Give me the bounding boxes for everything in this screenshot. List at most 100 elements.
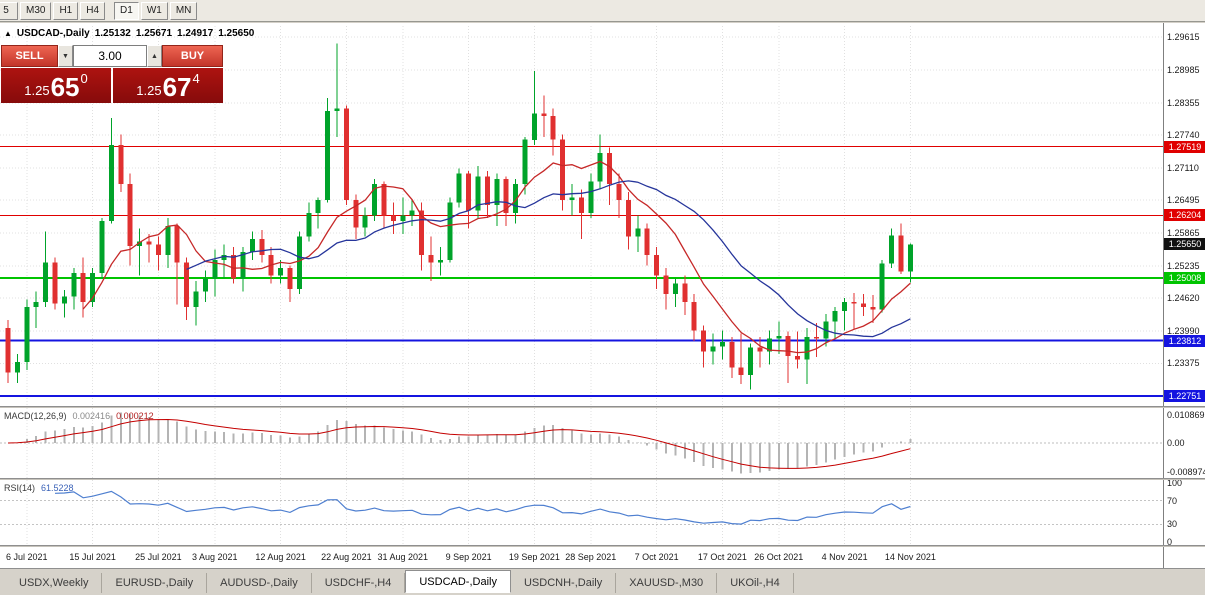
one-click-collapse-icon[interactable]: ▲ (4, 29, 12, 38)
plot-area: ▲ USDCAD-,Daily 1.25132 1.25671 1.24917 1.256… (0, 23, 1163, 568)
chart-tab-usdx-weekly[interactable]: USDX,Weekly (6, 573, 103, 593)
rsi-scale-label: 70 (1167, 495, 1178, 506)
date-label: 19 Sep 2021 (508, 552, 560, 562)
volume-decrease-spinner[interactable]: ▼ (58, 45, 73, 67)
sell-button[interactable]: SELL (1, 45, 58, 67)
level-price-tag[interactable]: 1.27519 (1164, 140, 1205, 153)
ohlc-close: 1.25650 (218, 28, 255, 39)
ma-fast-line (82, 160, 911, 354)
price-scale-label: 1.24620 (1167, 293, 1200, 304)
timeframe-button-w1[interactable]: W1 (140, 1, 168, 20)
macd-label: MACD(12,26,9) 0.002416 0.000212 (4, 411, 154, 421)
date-label: 15 Jul 2021 (69, 552, 116, 562)
date-label: 12 Aug 2021 (255, 552, 306, 562)
chevron-up-icon: ▲ (151, 52, 158, 60)
timeframe-button-d1[interactable]: D1 (114, 1, 139, 20)
chart-tab-audusd-daily[interactable]: AUDUSD-,Daily (207, 573, 312, 593)
level-price-tag[interactable]: 1.23812 (1164, 334, 1205, 347)
one-click-trading-widget: SELL ▼ ▲ BUY 1.25 65 0 1.25 67 4 (1, 45, 223, 103)
price-scale-label: 1.29615 (1167, 31, 1200, 42)
pane-separator[interactable] (0, 478, 1205, 480)
timeframe-button-m30[interactable]: M30 (20, 1, 52, 20)
macd-scale-max: 0.010869 (1167, 410, 1205, 420)
rsi-line (54, 490, 911, 525)
date-label: 14 Nov 2021 (884, 552, 936, 562)
rsi-scale-label: 30 (1167, 519, 1178, 530)
price-scale-label: 1.27740 (1167, 130, 1200, 141)
ohlc-open: 1.25132 (94, 28, 131, 39)
price-scale-label: 1.25865 (1167, 228, 1200, 239)
rsi-pane (0, 480, 1163, 545)
timeframe-toolbar: 5 M30 H1 H4 D1 W1 MN (0, 0, 1205, 22)
rsi-scale-label: 0 (1167, 537, 1173, 547)
chart-symbol-period: USDCAD-,Daily (16, 28, 90, 39)
volume-increase-spinner[interactable]: ▲ (147, 45, 162, 67)
date-label: 26 Oct 2021 (754, 552, 804, 562)
ohlc-high: 1.25671 (135, 28, 173, 39)
rsi-scale-label: 100 (1167, 478, 1183, 488)
bid-quote-panel: 1.25 65 0 (1, 68, 111, 103)
macd-main-value: 0.002416 (72, 411, 111, 421)
chart-tab-usdcad-daily[interactable]: USDCAD-,Daily (405, 570, 511, 593)
macd-scale-min: -0.008974 (1167, 467, 1205, 477)
timeframe-button-h1[interactable]: H1 (53, 1, 79, 20)
macd-scale-zero: 0.00 (1167, 437, 1185, 448)
date-label: 4 Nov 2021 (821, 552, 868, 562)
ma-slow-line (186, 180, 911, 338)
timeframe-button-h4[interactable]: H4 (80, 1, 106, 20)
main-price-pane (0, 26, 1163, 406)
chart-tab-xauusd-m30[interactable]: XAUUSD-,M30 (616, 573, 718, 593)
bid-prefix: 1.25 (24, 83, 50, 98)
price-scale[interactable]: 0.010869 0.00 -0.008974 1.29615 1.28985 1.… (1163, 23, 1205, 568)
chevron-down-icon: ▼ (62, 52, 69, 60)
macd-title: MACD(12,26,9) (4, 411, 67, 421)
price-scale-label: 1.26495 (1167, 195, 1200, 206)
rsi-chart[interactable] (0, 480, 1163, 545)
level-price-tag[interactable]: 1.26204 (1164, 209, 1205, 222)
ohlc-low: 1.24917 (177, 28, 214, 39)
price-scale-label: 1.25235 (1167, 261, 1200, 272)
macd-signal-value: 0.000212 (116, 411, 154, 421)
date-label: 31 Aug 2021 (377, 552, 429, 562)
ask-quote-panel: 1.25 67 4 (113, 68, 223, 103)
chart-tab-usdchf-h4[interactable]: USDCHF-,H4 (312, 573, 406, 593)
date-label: 25 Jul 2021 (135, 552, 182, 562)
date-label: 22 Aug 2021 (321, 552, 372, 562)
macd-chart[interactable] (0, 408, 1163, 478)
ask-big-digits: 67 (162, 72, 192, 102)
date-label: 6 Jul 2021 (6, 552, 48, 562)
price-scale-label: 1.23375 (1167, 358, 1200, 369)
level-price-tag[interactable]: 1.22751 (1164, 390, 1205, 402)
current-price-tag: 1.25650 (1164, 238, 1205, 251)
chart-ohlc-title: ▲ USDCAD-,Daily 1.25132 1.25671 1.24917 1.256… (4, 28, 259, 39)
macd-pane (0, 408, 1163, 478)
volume-input[interactable] (73, 45, 147, 67)
ask-pipette: 4 (192, 71, 200, 86)
timeframe-button-mn[interactable]: MN (169, 1, 198, 20)
price-scale-label: 1.28355 (1167, 97, 1200, 108)
chart-tab-bar: USDX,Weekly EURUSD-,Daily AUDUSD-,Daily USD… (0, 568, 1205, 595)
buy-button[interactable]: BUY (162, 45, 223, 67)
macd-signal-line (7, 418, 911, 469)
bid-big-digits: 65 (50, 72, 80, 102)
date-label: 9 Sep 2021 (445, 552, 492, 562)
price-scale-label: 1.28985 (1167, 64, 1200, 75)
price-scale-label: 1.23990 (1167, 326, 1200, 337)
price-scale-label: 1.27110 (1167, 162, 1199, 173)
pane-separator[interactable] (0, 406, 1205, 408)
rsi-title: RSI(14) (4, 483, 36, 493)
pane-separator[interactable] (0, 545, 1205, 547)
chart-window: ▲ USDCAD-,Daily 1.25132 1.25671 1.24917 1.256… (0, 23, 1205, 568)
date-label: 28 Sep 2021 (565, 552, 617, 562)
ask-prefix: 1.25 (136, 83, 162, 98)
date-label: 3 Aug 2021 (192, 552, 238, 562)
chart-tab-usdcnh-daily[interactable]: USDCNH-,Daily (511, 573, 617, 593)
level-price-tag[interactable]: 1.25008 (1164, 271, 1205, 284)
date-label: 17 Oct 2021 (697, 552, 747, 562)
chart-tab-ukoil-h4[interactable]: UKOil-,H4 (717, 573, 794, 593)
chart-tab-eurusd-daily[interactable]: EURUSD-,Daily (102, 573, 208, 593)
date-label: 7 Oct 2021 (634, 552, 679, 562)
timeframe-button-5[interactable]: 5 (0, 1, 18, 20)
time-axis[interactable]: 6 Jul 2021 15 Jul 2021 25 Jul 2021 3 Aug 20… (0, 547, 1163, 568)
